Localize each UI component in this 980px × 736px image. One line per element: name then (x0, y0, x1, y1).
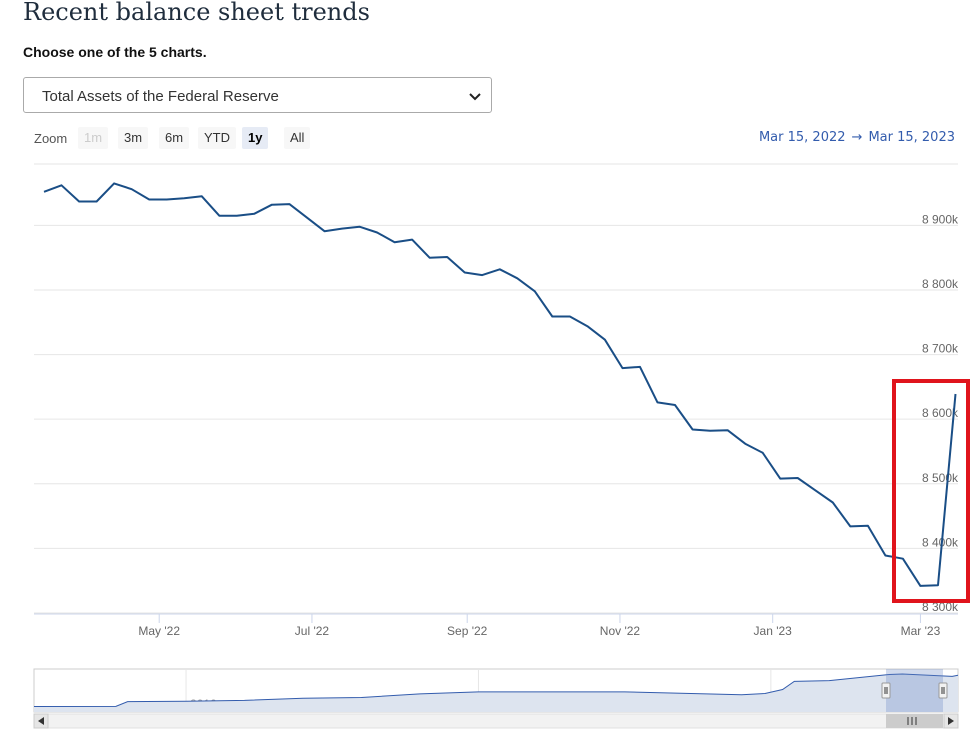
x-tick-label: Jul '22 (295, 624, 330, 638)
y-tick-label: 8 300k (922, 600, 959, 614)
zoom-6m-button[interactable]: 6m (159, 127, 190, 149)
zoom-1m-button[interactable]: 1m (78, 127, 109, 149)
range-to[interactable]: Mar 15, 2023 (868, 130, 955, 145)
chevron-down-icon (469, 93, 481, 101)
x-tick-label: Mar '23 (901, 624, 941, 638)
zoom-3m-button[interactable]: 3m (118, 127, 149, 149)
grid-lines (34, 163, 958, 614)
scrollbar-thumb (886, 714, 943, 728)
range-from[interactable]: Mar 15, 2022 (758, 130, 846, 145)
y-tick-label: 8 700k (922, 342, 959, 356)
arrow-left-icon (38, 717, 44, 725)
x-tick-label: Nov '22 (600, 624, 641, 638)
chart-select-value: Total Assets of the Federal Reserve (42, 88, 279, 105)
x-axis: May '22 Jul '22 Sep '22 Nov '22 Jan '23 Mar '… (34, 613, 958, 638)
y-tick-label: 8 500k (922, 471, 959, 485)
zoom-ytd-button[interactable]: YTD (198, 127, 236, 149)
y-axis-labels: 8 300k 8 400k 8 500k 8 600k 8 700k 8 800k 8 90… (922, 212, 959, 614)
navigator-handle (938, 682, 948, 699)
zoom-1y-button[interactable]: 1y (242, 127, 269, 149)
date-range: Mar 15, 2022 → Mar 15, 2023 (759, 130, 955, 145)
navigator-handle (881, 682, 891, 699)
x-tick-label: Jan '23 (754, 624, 793, 638)
y-tick-label: 8 400k (922, 535, 959, 549)
scrollbar-track (33, 713, 959, 729)
arrow-right-icon (948, 717, 954, 725)
y-tick-label: 8 800k (922, 277, 959, 291)
y-tick-label: 8 600k (922, 406, 959, 420)
chart-chooser-label: Choose one of the 5 charts. (23, 44, 207, 60)
range-arrow: → (851, 130, 863, 145)
page-title: Recent balance sheet trends (23, 0, 370, 26)
navigator-line (33, 673, 959, 707)
navigator-area (34, 674, 958, 712)
zoom-label: Zoom (34, 131, 68, 146)
y-tick-label: 8 900k (922, 212, 959, 226)
highlight-box (892, 379, 970, 603)
x-tick-label: Sep '22 (447, 624, 488, 638)
zoom-all-button[interactable]: All (284, 127, 311, 149)
navigator-selection (886, 669, 943, 712)
series-line (43, 182, 957, 587)
chart-select[interactable]: Total Assets of the Federal Reserve (23, 77, 492, 113)
navigator: 201020152020 (33, 668, 959, 729)
x-tick-label: May '22 (138, 624, 180, 638)
